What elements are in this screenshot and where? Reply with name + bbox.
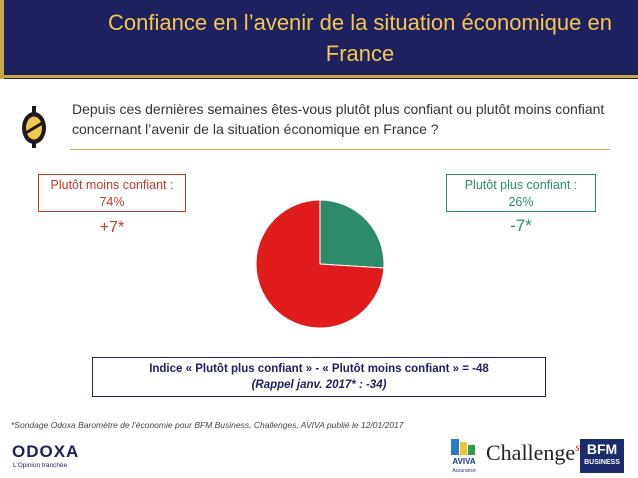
pie-chart bbox=[255, 199, 385, 329]
bfm-business-logo: BFM BUSINESS bbox=[580, 439, 624, 473]
bfm-wordmark: BFM bbox=[586, 441, 618, 457]
odoxa-tagline: L’Opinion tranchée bbox=[13, 462, 68, 469]
bfm-subtext: BUSINESS bbox=[584, 459, 620, 466]
header-divider bbox=[0, 75, 638, 78]
challenges-logo: Challenges bbox=[486, 440, 580, 466]
more-confident-delta: -7* bbox=[510, 216, 532, 235]
less-confident-label: Plutôt moins confiant : bbox=[50, 178, 174, 192]
more-confident-label: Plutôt plus confiant : bbox=[464, 178, 578, 192]
odoxa-logo: ODOXA L’Opinion tranchée bbox=[12, 442, 102, 472]
odoxa-wordmark: ODOXA bbox=[12, 442, 80, 461]
pie-slice-less-confident bbox=[255, 199, 385, 329]
survey-question: Depuis ces dernières semaines êtes-vous … bbox=[72, 101, 605, 137]
header-stripe bbox=[0, 0, 4, 79]
odoxa-mark-icon bbox=[22, 106, 46, 148]
header-banner: Confiance en l’avenir de la situation éc… bbox=[0, 0, 638, 79]
more-confident-box: Plutôt plus confiant : 26% bbox=[446, 174, 596, 212]
less-confident-value: 74% bbox=[99, 195, 125, 209]
index-reminder: (Rappel janv. 2017* : -34) bbox=[251, 379, 387, 391]
challenges-s: s bbox=[575, 440, 580, 454]
pie-slice-more-confident bbox=[319, 199, 385, 269]
less-confident-box: Plutôt moins confiant : 74% bbox=[38, 174, 186, 212]
aviva-subtext: Assurance bbox=[452, 468, 476, 474]
page-title: Confiance en l’avenir de la situation éc… bbox=[108, 10, 612, 66]
question-divider bbox=[70, 149, 610, 150]
index-value: Indice « Plutôt plus confiant » - « Plut… bbox=[149, 363, 489, 375]
more-confident-value: 26% bbox=[508, 195, 534, 209]
aviva-logo: AVIVA Assurance bbox=[451, 439, 476, 474]
source-footnote: *Sondage Odoxa Baromètre de l’économie p… bbox=[11, 420, 404, 430]
index-box: Indice « Plutôt plus confiant » - « Plut… bbox=[92, 357, 546, 397]
less-confident-delta: +7* bbox=[99, 219, 125, 236]
challenges-wordmark: Challenge bbox=[486, 440, 576, 465]
aviva-wordmark: AVIVA bbox=[452, 457, 475, 466]
